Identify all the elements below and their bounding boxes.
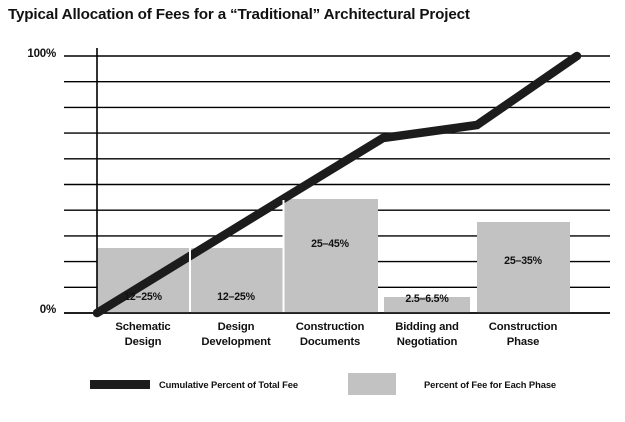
chart-legend: Cumulative Percent of Total Fee Percent … xyxy=(0,373,625,398)
x-axis-label-line1: Bidding and xyxy=(395,321,459,333)
x-axis-label-line2: Phase xyxy=(506,335,540,348)
x-axis-label-line1: Construction xyxy=(295,321,365,333)
x-axis-label-line2: Design xyxy=(124,335,162,348)
bar-bidding-and-negotiation[interactable] xyxy=(384,297,470,313)
bar-separators xyxy=(189,200,285,312)
x-axis-label-bidding-and-negotiation: Bidding and Negotiation xyxy=(372,320,482,349)
bar-value-schematic-design: 12–25% xyxy=(124,291,162,303)
x-axis-label-line1: Construction xyxy=(488,321,558,333)
bar-value-bidding-and-negotiation: 2.5–6.5% xyxy=(405,293,449,305)
cumulative-line-series[interactable] xyxy=(92,51,582,318)
x-axis-label-line1: Schematic xyxy=(115,321,171,333)
x-axis-label-construction-phase: Construction Phase xyxy=(468,320,578,349)
x-axis-label-line2: Negotiation xyxy=(396,335,458,348)
y-axis-label-0: 0% xyxy=(39,304,56,316)
x-axis-label-design-development: Design Development xyxy=(181,320,291,349)
page-title: Typical Allocation of Fees for a “Tradit… xyxy=(8,6,470,23)
legend-label-phase: Percent of Fee for Each Phase xyxy=(424,378,557,390)
bar-construction-phase[interactable] xyxy=(477,222,570,313)
legend-swatch-line-icon xyxy=(90,380,150,389)
x-axis-label-line1: Design xyxy=(217,321,255,333)
x-axis-label-construction-documents: Construction Documents xyxy=(275,320,385,349)
x-axis-label-schematic-design: Schematic Design xyxy=(88,320,198,349)
legend-swatch-box-icon xyxy=(348,373,396,395)
bar-value-construction-phase: 25–35% xyxy=(504,255,542,267)
legend-item-phase-percent[interactable]: Percent of Fee for Each Phase xyxy=(348,373,556,395)
legend-label-cumulative: Cumulative Percent of Total Fee xyxy=(159,379,298,390)
bar-value-design-development: 12–25% xyxy=(217,291,255,303)
bar-value-construction-documents: 25–45% xyxy=(311,238,349,250)
x-axis-label-line2: Development xyxy=(201,335,271,348)
bar-construction-documents[interactable] xyxy=(283,199,378,313)
legend-item-cumulative-percent[interactable]: Cumulative Percent of Total Fee xyxy=(90,379,298,390)
bar-design-development[interactable] xyxy=(191,248,283,313)
x-axis-label-line2: Documents xyxy=(299,335,361,348)
y-axis-label-100: 100% xyxy=(27,48,56,60)
